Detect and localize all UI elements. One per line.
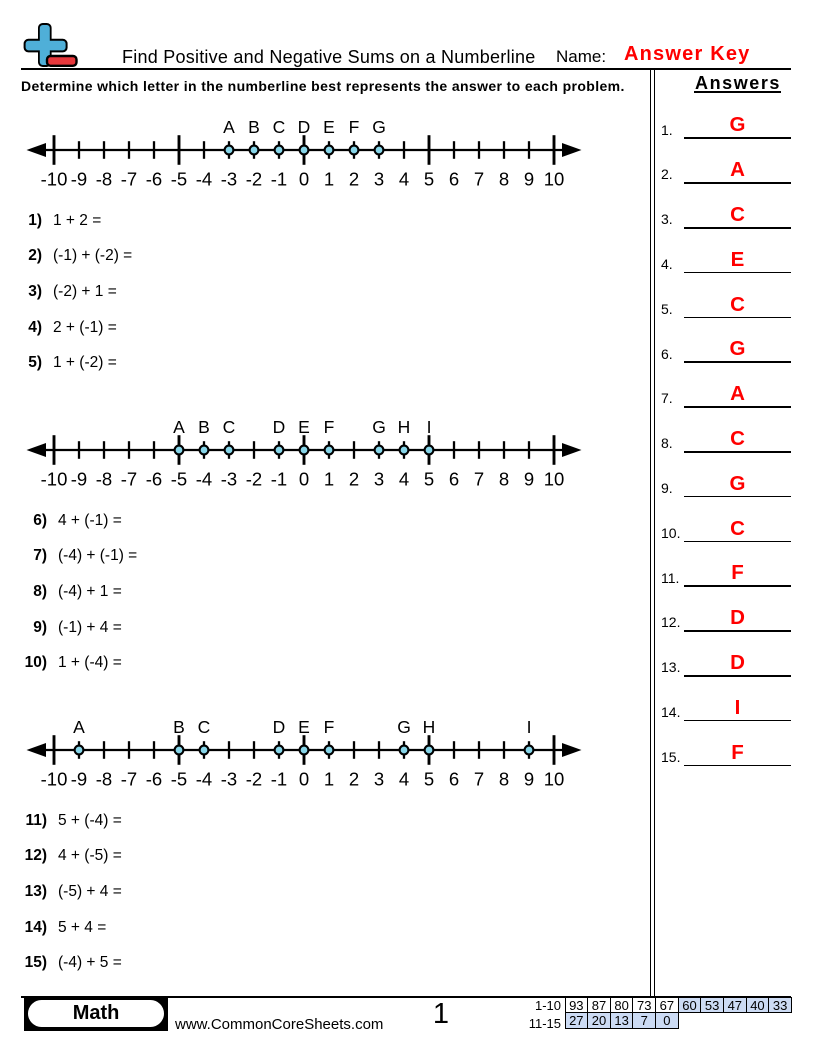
svg-text:-1: -1 (271, 469, 287, 490)
svg-text:C: C (198, 717, 211, 737)
svg-text:0: 0 (299, 469, 309, 490)
svg-text:H: H (398, 417, 411, 437)
svg-text:-5: -5 (171, 169, 187, 190)
svg-text:-10: -10 (41, 769, 68, 790)
svg-text:I: I (527, 717, 532, 737)
svg-text:-4: -4 (196, 769, 212, 790)
svg-text:H: H (423, 717, 436, 737)
svg-text:-4: -4 (196, 169, 212, 190)
svg-text:C: C (223, 417, 236, 437)
svg-text:0: 0 (299, 169, 309, 190)
svg-text:G: G (372, 417, 386, 437)
svg-text:-3: -3 (221, 469, 237, 490)
svg-text:-6: -6 (146, 469, 162, 490)
svg-text:-7: -7 (121, 169, 137, 190)
svg-text:10: 10 (544, 769, 565, 790)
svg-text:2: 2 (349, 169, 359, 190)
svg-text:8: 8 (499, 469, 509, 490)
svg-text:E: E (323, 117, 335, 137)
svg-text:5: 5 (424, 769, 434, 790)
svg-text:-2: -2 (246, 169, 262, 190)
svg-text:-9: -9 (71, 469, 87, 490)
svg-text:-2: -2 (246, 469, 262, 490)
svg-text:-5: -5 (171, 769, 187, 790)
svg-text:3: 3 (374, 169, 384, 190)
svg-text:9: 9 (524, 469, 534, 490)
svg-text:-4: -4 (196, 469, 212, 490)
svg-text:-6: -6 (146, 169, 162, 190)
svg-text:-5: -5 (171, 469, 187, 490)
svg-text:F: F (324, 717, 335, 737)
svg-text:C: C (273, 117, 286, 137)
svg-text:D: D (273, 717, 286, 737)
svg-text:D: D (298, 117, 311, 137)
svg-text:A: A (223, 117, 235, 137)
svg-text:7: 7 (474, 169, 484, 190)
svg-text:9: 9 (524, 769, 534, 790)
svg-text:6: 6 (449, 169, 459, 190)
svg-text:4: 4 (399, 169, 409, 190)
svg-text:F: F (349, 117, 360, 137)
svg-text:8: 8 (499, 769, 509, 790)
svg-text:5: 5 (424, 469, 434, 490)
svg-text:-10: -10 (41, 469, 68, 490)
svg-text:8: 8 (499, 169, 509, 190)
svg-text:5: 5 (424, 169, 434, 190)
svg-text:2: 2 (349, 469, 359, 490)
svg-text:-9: -9 (71, 769, 87, 790)
svg-text:7: 7 (474, 469, 484, 490)
svg-text:E: E (298, 717, 310, 737)
svg-text:I: I (427, 417, 432, 437)
svg-text:2: 2 (349, 769, 359, 790)
svg-text:-3: -3 (221, 169, 237, 190)
svg-text:-10: -10 (41, 169, 68, 190)
svg-text:0: 0 (299, 769, 309, 790)
svg-text:A: A (73, 717, 85, 737)
svg-text:-8: -8 (96, 169, 112, 190)
svg-text:4: 4 (399, 469, 409, 490)
svg-text:9: 9 (524, 169, 534, 190)
svg-text:6: 6 (449, 769, 459, 790)
svg-text:10: 10 (544, 169, 565, 190)
svg-text:1: 1 (324, 469, 334, 490)
svg-text:-6: -6 (146, 769, 162, 790)
svg-text:B: B (248, 117, 260, 137)
svg-text:6: 6 (449, 469, 459, 490)
svg-text:-7: -7 (121, 469, 137, 490)
svg-text:1: 1 (324, 769, 334, 790)
svg-text:3: 3 (374, 769, 384, 790)
svg-text:3: 3 (374, 469, 384, 490)
svg-text:1: 1 (324, 169, 334, 190)
svg-text:D: D (273, 417, 286, 437)
svg-text:B: B (198, 417, 210, 437)
svg-text:-7: -7 (121, 769, 137, 790)
svg-text:10: 10 (544, 469, 565, 490)
svg-text:A: A (173, 417, 185, 437)
svg-text:7: 7 (474, 769, 484, 790)
svg-text:G: G (397, 717, 411, 737)
svg-text:4: 4 (399, 769, 409, 790)
svg-text:-8: -8 (96, 769, 112, 790)
svg-text:-8: -8 (96, 469, 112, 490)
svg-text:-2: -2 (246, 769, 262, 790)
svg-text:-1: -1 (271, 769, 287, 790)
svg-text:E: E (298, 417, 310, 437)
svg-text:-9: -9 (71, 169, 87, 190)
svg-text:G: G (372, 117, 386, 137)
svg-text:B: B (173, 717, 185, 737)
svg-text:F: F (324, 417, 335, 437)
svg-text:-1: -1 (271, 169, 287, 190)
svg-text:-3: -3 (221, 769, 237, 790)
